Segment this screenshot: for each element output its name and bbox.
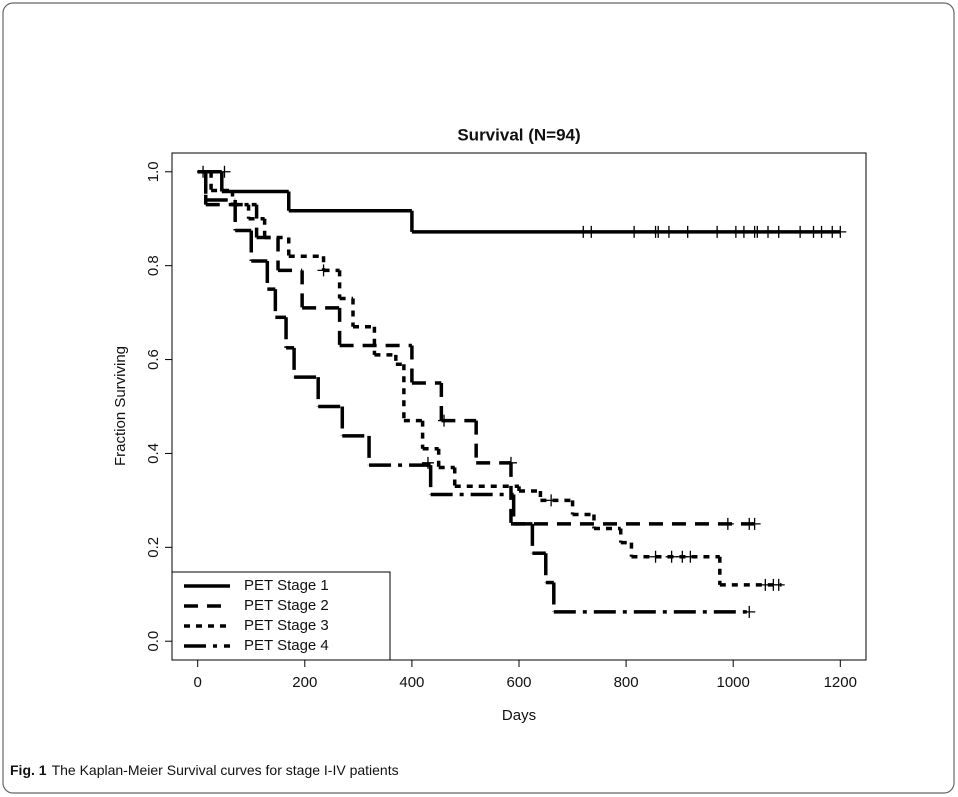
censor-mark [585,225,598,238]
censor-mark [743,605,756,618]
censor-mark [317,264,330,277]
censor-mark [762,225,775,238]
x-tick-label: 200 [292,674,317,691]
x-tick-label: 1000 [717,674,750,691]
censor-mark [684,550,697,563]
x-tick-label: 600 [506,674,531,691]
y-axis-label: Fraction Surviving [112,346,129,466]
censor-mark [737,225,750,238]
censor-mark [772,578,785,591]
x-tick-label: 0 [194,674,202,691]
x-axis-label: Days [502,707,536,724]
censor-mark [665,550,678,563]
censor-mark [438,414,451,427]
y-tick-label: 0.2 [145,537,162,558]
censor-mark [649,550,662,563]
censor-mark [545,494,558,507]
censor-mark [748,517,761,530]
legend-label: PET Stage 2 [244,597,329,614]
y-tick-label: 1.0 [145,161,162,182]
chart-title: Survival (N=94) [457,125,580,144]
x-tick-label: 1200 [824,674,857,691]
censor-mark [218,165,231,178]
censor-mark [721,517,734,530]
censor-mark [815,225,828,238]
legend-label: PET Stage 4 [244,637,329,654]
legend-label: PET Stage 3 [244,617,329,634]
y-tick-label: 0.6 [145,349,162,370]
censor-mark [628,225,641,238]
censor-mark [772,225,785,238]
censor-mark [711,225,724,238]
legend-label: PET Stage 1 [244,577,329,594]
censor-mark [794,225,807,238]
x-tick-label: 400 [399,674,424,691]
y-tick-label: 0.0 [145,631,162,652]
caption-text: The Kaplan-Meier Survival curves for sta… [52,762,399,778]
y-tick-label: 0.8 [145,255,162,276]
censor-mark [834,225,847,238]
y-tick-label: 0.4 [145,443,162,464]
censor-mark [504,456,517,469]
censor-mark [751,225,764,238]
censor-mark [652,225,665,238]
censor-mark [662,225,675,238]
caption-label: Fig. 1 [10,762,47,778]
censor-mark [681,225,694,238]
x-tick-label: 800 [614,674,639,691]
caption: Fig. 1 The Kaplan-Meier Survival curves f… [10,762,399,778]
